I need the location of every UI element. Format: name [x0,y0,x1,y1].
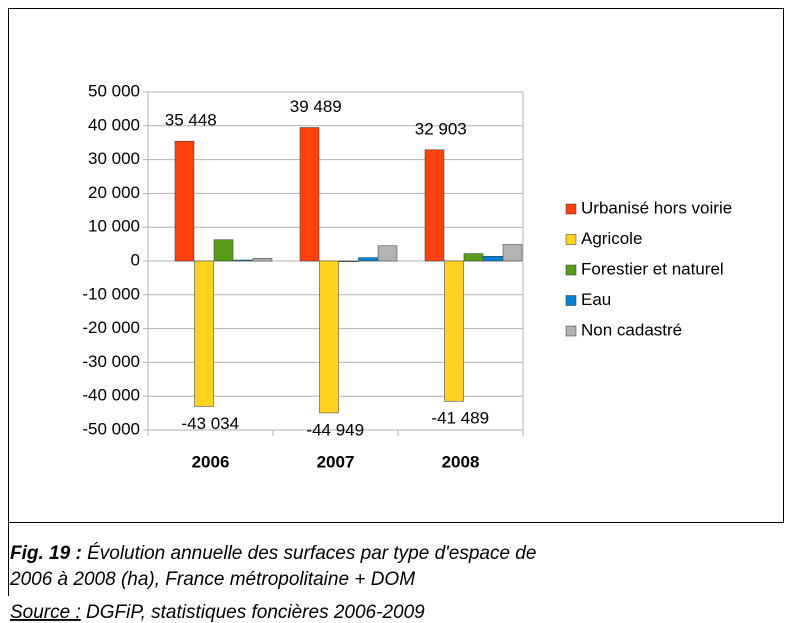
y-tick-label: -30 000 [82,352,140,371]
x-tick-label: 2007 [317,452,355,471]
y-tick-label: 20 000 [88,183,140,202]
bar [444,260,464,402]
chart-frame [8,8,784,523]
y-tick-label: -10 000 [82,284,140,303]
source: Source : DGFiP, statistiques foncières 2… [10,602,425,623]
caption-line: 2006 à 2008 (ha), France métropolitaine … [9,569,415,590]
bar [424,149,445,262]
bar [502,244,523,262]
bar [338,260,359,262]
y-tick-label: 0 [131,250,140,269]
caption: Fig. 19 : Évolution annuelle des surface… [10,543,536,564]
x-tick-label: 2008 [442,452,480,471]
y-tick-label: -20 000 [82,318,140,337]
y-tick-label: 10 000 [88,217,140,236]
bar [213,239,234,262]
bar [194,260,214,407]
legend-swatch [565,203,577,215]
caption-label: Fig. 19 : [10,543,82,564]
value-label: 35 448 [165,111,217,130]
bar [483,256,503,262]
legend-swatch [565,234,577,245]
legend-label: Forestier et naturel [581,259,724,278]
value-label: -44 949 [306,420,364,439]
bar [358,257,378,262]
caption-line: Évolution annuelle des surfaces par type… [87,543,536,564]
bar [463,253,484,262]
value-label: -41 489 [431,409,489,428]
bar [252,258,273,262]
bar [233,259,253,262]
legend-label: Agricole [581,229,642,248]
legend-swatch [565,264,577,276]
y-tick-label: -50 000 [82,419,140,438]
legend-label: Eau [581,290,611,309]
y-tick-label: 50 000 [88,81,140,100]
value-label: -43 034 [181,414,239,433]
value-label: 39 489 [290,97,342,116]
legend-label: Non cadastré [581,320,682,339]
x-tick-label: 2006 [192,452,230,471]
value-label: 32 903 [415,119,467,138]
bar [319,260,339,414]
legend-swatch [565,325,577,337]
legend-swatch [565,295,577,306]
source-label: Source : [10,602,81,623]
source-text: DGFiP, statistiques foncières 2006-2009 [86,602,425,623]
bar [377,245,398,262]
y-tick-label: -40 000 [82,386,140,405]
bar [174,140,195,262]
y-tick-label: 40 000 [88,115,140,134]
y-tick-label: 30 000 [88,149,140,168]
bar [299,127,320,262]
legend-label: Urbanisé hors voirie [581,198,732,217]
